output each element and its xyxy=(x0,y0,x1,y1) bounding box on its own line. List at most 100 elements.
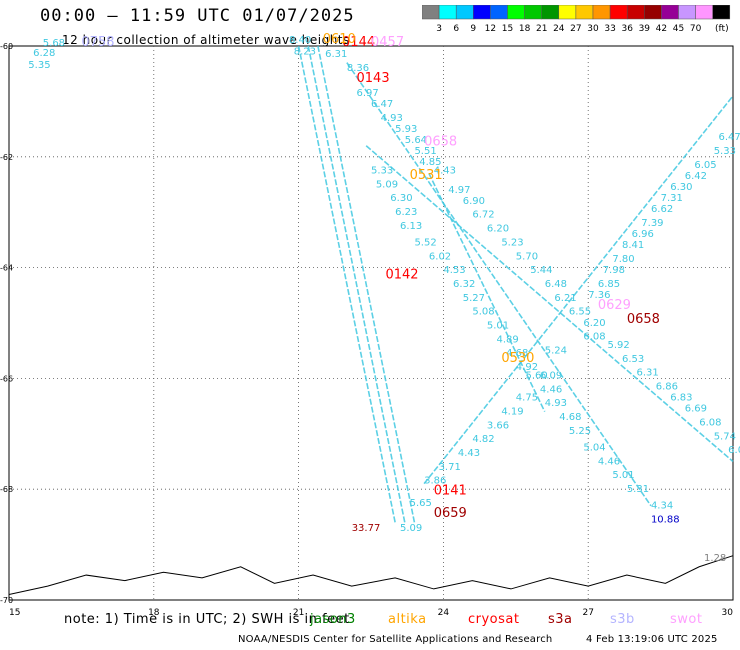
wave-height-colorbar: 3 6 9 12 15 18 21 24 27 30 33 36 39 42 45 70 (ft) xyxy=(422,5,731,34)
satellite-track xyxy=(423,95,734,485)
swh-value-label: 4.43 xyxy=(434,165,456,176)
swh-value-label: 6.48 xyxy=(545,279,567,290)
swh-value-label: 6.42 xyxy=(685,171,707,182)
swh-value-label: 6.97 xyxy=(357,88,379,99)
swh-value-label: 3.71 xyxy=(439,462,461,473)
swh-value-label: 5.31 xyxy=(627,484,649,495)
swh-value-label: 5.01 xyxy=(487,321,509,332)
swh-value-label: 6.21 xyxy=(554,293,576,304)
swh-value-label: 6.47 xyxy=(719,132,740,143)
pass-time-label: 0530 xyxy=(501,351,534,366)
swh-value-label: 7.98 xyxy=(603,265,625,276)
swh-value-label: 6.86 xyxy=(656,381,678,392)
swh-value-label: 6.31 xyxy=(325,49,347,60)
swh-value-label: 6.53 xyxy=(622,354,644,365)
satellite-legend-s3a: s3a xyxy=(548,612,573,627)
colorbar-label: 36 xyxy=(621,24,633,34)
swh-value-label: 5.68 xyxy=(43,38,65,49)
swh-value-label: 5.24 xyxy=(545,345,567,356)
swh-value-label: 4.89 xyxy=(496,334,518,345)
pass-time-label: 0531 xyxy=(410,168,443,183)
x-tick-label: 18 xyxy=(148,608,160,618)
pass-time-label: 0144 xyxy=(342,35,375,50)
x-tick-label: 27 xyxy=(582,608,593,618)
swh-value-label: 5.09 xyxy=(400,523,422,534)
swh-value-label: 6.32 xyxy=(453,279,475,290)
pass-time-label: 0659 xyxy=(434,506,467,521)
swh-value-label: 6.30 xyxy=(390,193,412,204)
swh-value-label: 5.44 xyxy=(530,265,552,276)
swh-value-label: 3.86 xyxy=(424,476,446,487)
swh-value-label: 5.64 xyxy=(405,135,427,146)
swh-value-label: 8.23 xyxy=(294,46,316,57)
swh-value-label: 6.13 xyxy=(400,221,422,232)
satellite-track xyxy=(307,45,406,523)
swh-value-label: 5.33 xyxy=(714,146,736,157)
swh-value-label: 6.20 xyxy=(583,318,605,329)
satellite-legend-cryosat: cryosat xyxy=(468,612,520,627)
swh-value-label: 6.30 xyxy=(670,182,692,193)
swh-value-label: 6.90 xyxy=(463,196,485,207)
pass-time-label: 0142 xyxy=(385,268,418,283)
satellite-legend-swot: swot xyxy=(670,612,703,627)
y-tick-label: -68 xyxy=(0,485,13,494)
swh-value-label: 4.34 xyxy=(651,501,673,512)
swh-value-label: 1.28 xyxy=(704,553,726,564)
swh-value-label: 6.02 xyxy=(429,251,451,262)
swh-value-label: 5.08 xyxy=(472,307,494,318)
swh-value-label: 5.74 xyxy=(714,431,736,442)
colorbar-label: 70 xyxy=(690,24,702,34)
pass-time-label: 0141 xyxy=(434,484,467,499)
y-tick-label: -64 xyxy=(0,264,13,273)
y-tick-label: -70 xyxy=(0,596,13,605)
colorbar-unit: (ft) xyxy=(715,24,729,34)
satellite-legend-jason3: jason3 xyxy=(310,612,356,627)
swh-value-label: 4.82 xyxy=(472,434,494,445)
coastline xyxy=(8,555,734,595)
colorbar-label: 21 xyxy=(536,24,547,34)
plot-frame xyxy=(8,45,734,601)
y-tick-label: -60 xyxy=(0,42,13,51)
pass-time-label: 0610 xyxy=(323,32,356,47)
swh-value-label: 5.01 xyxy=(612,470,634,481)
chart-subtitle: 12 hour collection of altimeter wave hei… xyxy=(62,33,350,47)
colorbar-label: 18 xyxy=(519,24,531,34)
swh-value-label: 5.27 xyxy=(463,293,485,304)
satellite-track xyxy=(297,45,396,523)
swh-value-label: 4.68 xyxy=(506,348,528,359)
swh-value-label: 5.92 xyxy=(608,340,630,351)
swh-value-label: 4.68 xyxy=(559,412,581,423)
swh-value-label: 4.43 xyxy=(458,448,480,459)
swh-value-label: 4.75 xyxy=(516,393,538,404)
colorbar-label: 15 xyxy=(502,24,513,34)
swh-value-label: 4.93 xyxy=(545,398,567,409)
swh-value-label: 6.47 xyxy=(371,99,393,110)
swh-value-label: 6.08 xyxy=(583,332,605,343)
swh-value-label: 4.93 xyxy=(381,113,403,124)
swh-value-label: 5.04 xyxy=(583,442,605,453)
swh-value-label: 5.09 xyxy=(376,179,398,190)
swh-value-label: 5.70 xyxy=(516,251,538,262)
chart-title: 00:00 – 11:59 UTC 01/07/2025 xyxy=(40,6,355,26)
footer-note: note: 1) Time is in UTC; 2) SWH is in fe… xyxy=(64,612,350,627)
swh-value-label: 5.33 xyxy=(371,165,393,176)
swh-value-label: 6.23 xyxy=(395,207,417,218)
pass-time-label: 0457 xyxy=(371,35,404,50)
swh-value-label: 6.85 xyxy=(598,279,620,290)
swh-value-label: 5.60 xyxy=(525,370,547,381)
swh-value-label: 5.93 xyxy=(395,124,417,135)
pass-time-label: 0758 xyxy=(81,35,114,50)
y-tick-label: -62 xyxy=(0,153,13,162)
swh-value-label: 5.51 xyxy=(414,146,436,157)
colorbar-label: 30 xyxy=(587,24,599,34)
pass-time-label: 0658 xyxy=(424,135,457,150)
x-tick-label: 24 xyxy=(438,608,450,618)
pass-time-label: 0143 xyxy=(357,71,390,86)
colorbar-label: 24 xyxy=(553,24,565,34)
pass-time-label: 0629 xyxy=(598,298,631,313)
colorbar-label: 6 xyxy=(453,24,459,34)
swh-value-label: 4.46 xyxy=(540,384,562,395)
swh-value-label: 3.66 xyxy=(487,420,509,431)
swh-value-label: 7.39 xyxy=(641,218,663,229)
swh-value-label: 4.53 xyxy=(443,265,465,276)
